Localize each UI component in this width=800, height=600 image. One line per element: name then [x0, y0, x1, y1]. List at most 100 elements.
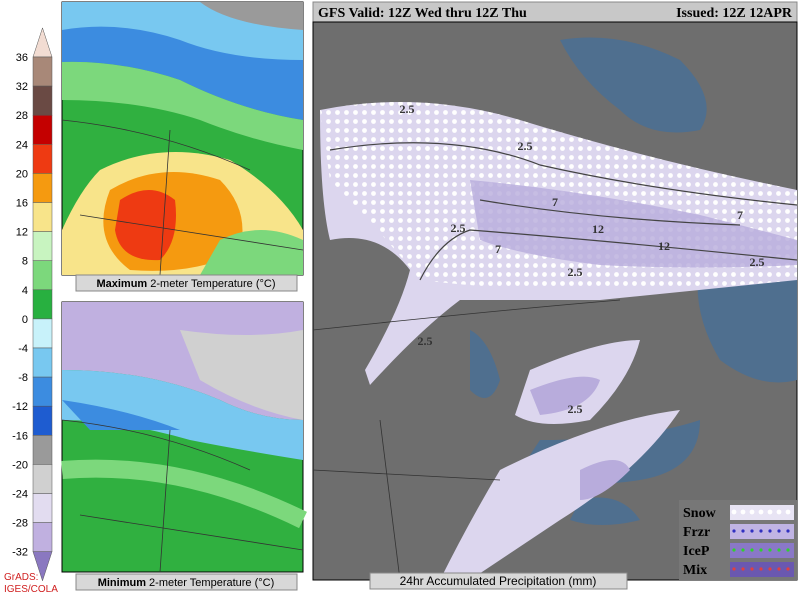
colorbar-bin	[32, 405, 53, 436]
colorbar-tick-label: -16	[12, 430, 28, 442]
colorbar-tick-label: 28	[16, 110, 28, 122]
legend-dot	[741, 548, 745, 552]
legend-dot	[741, 529, 745, 533]
colorbar-cap	[32, 27, 53, 58]
min-temp-map	[61, 301, 307, 573]
colorbar-tick-label: -24	[12, 489, 28, 501]
contour-label: 7	[737, 208, 743, 222]
legend-label: Mix	[683, 563, 707, 578]
credit: GrADS: IGES/COLA	[4, 572, 58, 595]
colorbar-tick-label: 0	[22, 314, 28, 326]
legend-dot	[750, 567, 754, 571]
colorbar-tick-label: 8	[22, 256, 28, 268]
legend-label: IceP	[683, 544, 710, 559]
contour-label: 2.5	[568, 265, 583, 279]
legend-dot	[759, 567, 763, 571]
contour-label: 12	[658, 239, 670, 253]
max-temp-map	[61, 1, 304, 276]
legend-dot	[750, 548, 754, 552]
contour-label: 7	[495, 242, 501, 256]
panel-caption: Maximum 2-meter Temperature (°C)	[96, 278, 275, 290]
colorbar-tick-label: -12	[12, 401, 28, 413]
valid-text: GFS Valid: 12Z Wed thru 12Z Thu	[318, 6, 527, 21]
colorbar-tick-label: 36	[16, 52, 28, 64]
colorbar-bin	[32, 85, 53, 116]
legend-dot	[786, 548, 790, 552]
colorbar-tick-label: 16	[16, 198, 28, 210]
panel-caption: Minimum 2-meter Temperature (°C)	[98, 577, 275, 589]
contour-label: 7	[552, 195, 558, 209]
legend-dot	[759, 529, 763, 533]
legend-dot	[786, 567, 790, 571]
issued-text: Issued: 12Z 12APR	[676, 6, 793, 21]
caption-bold: Maximum	[96, 278, 147, 290]
colorbar-bin	[32, 376, 53, 407]
colorbar-tick-label: -32	[12, 547, 28, 559]
contour-label: 2.5	[451, 221, 466, 235]
contour-label: 2.5	[568, 402, 583, 416]
precip-map	[312, 21, 798, 581]
colorbar-bin	[32, 289, 53, 320]
legend-dot	[777, 548, 781, 552]
caption-bold: Minimum	[98, 577, 146, 589]
legend-dot	[749, 509, 755, 515]
legend-dot	[768, 529, 772, 533]
contour-label: 2.5	[400, 102, 415, 116]
colorbar-bin	[32, 56, 53, 87]
legend-dot	[776, 509, 782, 515]
legend-dot	[777, 529, 781, 533]
contour-label: 2.5	[518, 139, 533, 153]
colorbar-tick-label: -28	[12, 518, 28, 530]
legend-dot	[750, 529, 754, 533]
legend-dot	[768, 548, 772, 552]
legend-dot	[732, 567, 736, 571]
legend-dot	[758, 509, 764, 515]
colorbar-tick-label: 32	[16, 81, 28, 93]
caption-box	[369, 572, 628, 590]
colorbar-tick-label: -4	[18, 343, 28, 355]
contour-labels: 2.5 2.5 2.5 7 7 7 12 12 2.5 2.5 2.5 2.5	[400, 102, 765, 416]
colorbar: 36 32 28 24 20 16 12 8 4 0 -4 -8 -12 -16 -20 -24 -28 -32	[12, 27, 53, 582]
legend-dot	[759, 548, 763, 552]
colorbar-bin	[32, 435, 53, 465]
caption-box	[75, 274, 298, 292]
colorbar-bin	[32, 347, 53, 378]
credit-text: GrADS:	[4, 572, 38, 583]
colorbar-bin	[32, 144, 53, 174]
precip-type-legend: Snow Frzr IceP Mix	[679, 500, 797, 580]
credit-text: IGES/COLA	[4, 584, 58, 595]
colorbar-bin	[32, 260, 53, 291]
colorbar-cap	[32, 551, 53, 582]
colorbar-tick-label: -20	[12, 459, 28, 471]
colorbar-tick-label: -8	[18, 372, 28, 384]
caption-box	[75, 573, 298, 591]
colorbar-tick-label: 4	[22, 285, 28, 297]
legend-dot	[731, 509, 737, 515]
colorbar-tick-label: 20	[16, 168, 28, 180]
legend-dot	[767, 509, 773, 515]
legend-dot	[732, 548, 736, 552]
legend-dot	[785, 509, 791, 515]
main-caption: 24hr Accumulated Precipitation (mm)	[400, 574, 597, 588]
colorbar-bin	[32, 231, 53, 261]
contour-label: 12	[592, 222, 604, 236]
legend-dot	[786, 529, 790, 533]
colorbar-tick-label: 12	[16, 227, 28, 239]
legend-dot	[768, 567, 772, 571]
colorbar-bin	[32, 464, 53, 494]
caption-text: 2-meter Temperature (°C)	[150, 278, 275, 290]
colorbar-tick-label: 24	[16, 139, 28, 151]
contour-label: 2.5	[750, 255, 765, 269]
legend-dot	[777, 567, 781, 571]
colorbar-bin	[32, 493, 53, 523]
colorbar-bin	[32, 522, 53, 552]
legend-label: Frzr	[683, 525, 710, 540]
legend-dot	[732, 529, 736, 533]
contour-label: 2.5	[418, 334, 433, 348]
colorbar-bin	[32, 173, 53, 203]
caption-text: 2-meter Temperature (°C)	[149, 577, 274, 589]
legend-dot	[741, 567, 745, 571]
legend-label: Snow	[683, 506, 717, 521]
legend-dot	[740, 509, 746, 515]
